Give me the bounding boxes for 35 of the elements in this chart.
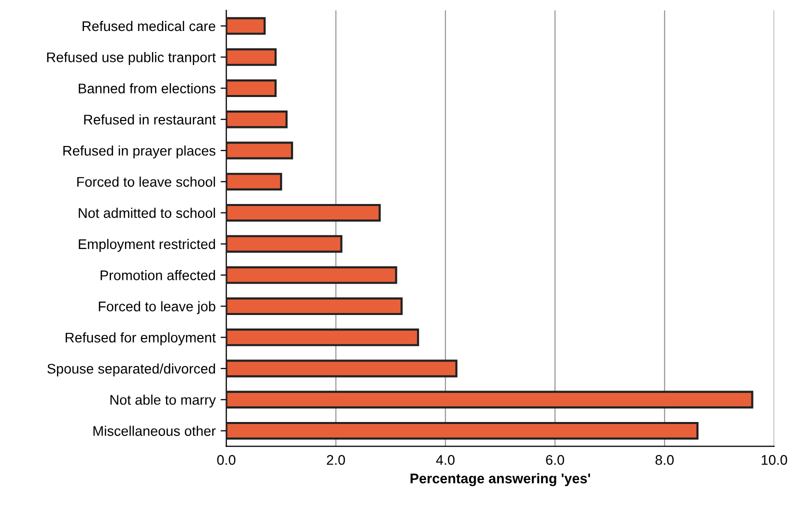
y-tick-label: Banned from elections: [78, 83, 216, 94]
y-tick-label: Refused in prayer places: [63, 145, 216, 158]
bar: [226, 328, 420, 346]
bar: [226, 235, 342, 253]
bar: [226, 266, 398, 284]
y-tick-label: Forced to leave job: [98, 301, 216, 314]
bar: [226, 390, 754, 408]
y-tick-label: Employment restricted: [78, 238, 215, 252]
x-tick-label: 10.0: [762, 455, 788, 465]
y-tick-label: Promotion affected: [100, 270, 215, 280]
y-tick-label: Not able to marry: [110, 394, 216, 408]
bar: [226, 360, 458, 378]
y-tick-label: Spouse separated/divorced: [47, 363, 215, 376]
bar: [226, 17, 266, 35]
y-tick-label: Not admitted to school: [78, 208, 215, 218]
y-tick-label: Forced to leave school: [77, 176, 215, 187]
bar: [226, 422, 698, 440]
bar: [226, 48, 277, 66]
bar: [226, 142, 294, 160]
bar: [226, 204, 381, 222]
bar: [226, 110, 288, 128]
y-tick-label: Refused use public tranport: [47, 52, 216, 66]
bar: [226, 172, 282, 190]
bar: [226, 79, 277, 98]
x-tick-label: 0.0: [217, 455, 236, 465]
x-tick-label: 2.0: [326, 455, 345, 465]
x-tick-label: 4.0: [436, 455, 455, 465]
x-axis-title: Percentage answering 'yes': [410, 473, 590, 486]
bar: [226, 297, 403, 316]
y-tick-label: Miscellaneous other: [94, 426, 216, 436]
y-tick-label: Refused in restaurant: [84, 114, 216, 125]
y-tick-label: Refused for employment: [66, 332, 216, 346]
x-tick-label: 8.0: [656, 455, 674, 465]
y-tick-label: Refused medical care: [82, 20, 216, 32]
x-tick-label: 6.0: [546, 455, 564, 465]
